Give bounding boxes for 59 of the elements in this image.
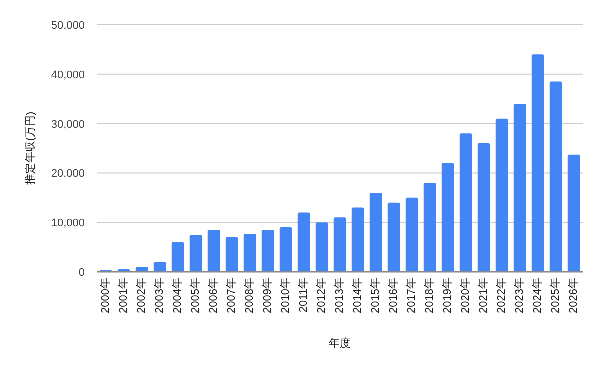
- x-tick-label: 2017年: [406, 278, 418, 314]
- bar: [514, 104, 526, 272]
- y-tick-label: 20,000: [51, 168, 85, 180]
- bar: [172, 242, 184, 272]
- x-tick-label: 2020年: [460, 278, 472, 314]
- bar: [352, 208, 364, 272]
- bar: [406, 198, 418, 272]
- x-tick-label: 2025年: [550, 278, 562, 314]
- x-tick-label: 2019年: [442, 278, 454, 314]
- bar: [442, 163, 454, 272]
- x-tick-label: 2001年: [118, 278, 130, 314]
- bar: [190, 234, 202, 272]
- bar: [460, 134, 472, 272]
- x-tick-label: 2007年: [226, 278, 238, 314]
- bar: [262, 230, 274, 272]
- x-tick-label: 2021年: [478, 278, 490, 314]
- x-axis-title: 年度: [329, 337, 351, 350]
- x-tick-label: 2008年: [244, 278, 256, 314]
- y-tick-label: 30,000: [51, 118, 85, 131]
- x-tick-label: 2006年: [208, 278, 220, 314]
- x-tick-label: 2000年: [100, 278, 112, 314]
- y-tick-label: 50,000: [51, 20, 85, 32]
- y-tick-label: 0: [78, 267, 85, 279]
- x-tick-label: 2011年: [298, 278, 310, 313]
- bar: [244, 234, 256, 272]
- bar: [226, 237, 238, 272]
- y-tick-label: 40,000: [51, 69, 85, 82]
- x-tick-label: 2022年: [496, 278, 508, 314]
- x-tick-label: 2018年: [424, 278, 436, 314]
- x-tick-label: 2013年: [334, 278, 346, 314]
- bar: [316, 222, 328, 272]
- x-tick-label: 2003年: [154, 278, 166, 314]
- bar: [568, 154, 580, 272]
- bar: [208, 230, 220, 272]
- x-tick-label: 2002年: [136, 278, 148, 314]
- bar: [550, 82, 562, 272]
- x-tick-label: 2005年: [190, 278, 202, 314]
- bar: [496, 118, 508, 272]
- x-tick-label: 2026年: [568, 278, 580, 314]
- bar: [532, 54, 544, 272]
- bar: [388, 202, 400, 272]
- bar: [280, 228, 292, 272]
- x-tick-label: 2004年: [172, 278, 184, 314]
- x-tick-label: 2012年: [316, 278, 328, 314]
- x-tick-label: 2009年: [262, 278, 274, 314]
- bar: [370, 192, 382, 272]
- x-tick-label: 2010年: [280, 278, 292, 314]
- x-tick-label: 2016年: [388, 278, 400, 314]
- bar: [154, 262, 166, 272]
- x-tick-label: 2015年: [370, 278, 382, 314]
- x-tick-label: 2014年: [352, 278, 364, 314]
- y-tick-label: 10,000: [51, 218, 85, 230]
- x-tick-label: 2023年: [514, 278, 526, 314]
- bar: [334, 218, 346, 272]
- bar: [478, 144, 490, 272]
- x-tick-label: 2024年: [532, 278, 544, 314]
- y-axis-title: 推定年収(万円): [24, 112, 37, 186]
- bar: [298, 212, 310, 272]
- bar: [424, 183, 436, 272]
